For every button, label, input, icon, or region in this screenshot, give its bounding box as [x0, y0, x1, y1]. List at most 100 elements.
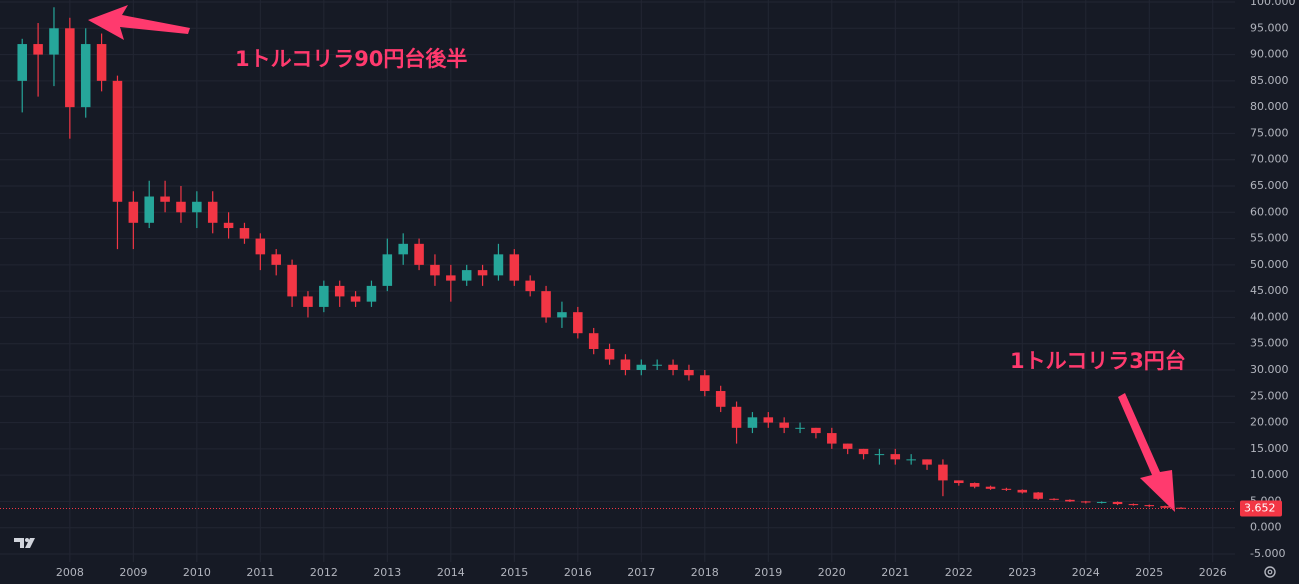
y-tick-label: 90.000	[1250, 48, 1289, 61]
candle-body	[858, 448, 869, 455]
candle-body	[65, 28, 75, 108]
candle-body	[350, 296, 361, 302]
candle-body	[1065, 499, 1075, 502]
candle-body	[239, 228, 250, 239]
candle-body	[461, 270, 472, 281]
candle-body	[827, 433, 837, 444]
y-tick-label: 55.000	[1250, 232, 1289, 245]
candle-body	[477, 270, 488, 276]
candle-body	[255, 238, 266, 255]
candle-body	[271, 254, 281, 265]
candle-body	[620, 359, 631, 370]
candle-body	[303, 296, 313, 307]
x-tick-label: 2022	[945, 566, 973, 579]
candle-body	[223, 222, 234, 229]
x-tick-label: 2014	[437, 566, 465, 579]
candle-body	[811, 427, 821, 434]
candle-body	[207, 201, 218, 223]
x-tick-label: 2013	[373, 566, 401, 579]
candle-body	[842, 443, 853, 449]
x-tick-label: 2020	[818, 566, 846, 579]
x-tick-label: 2019	[754, 566, 782, 579]
candle-body	[80, 44, 91, 108]
x-tick-label: 2017	[627, 566, 655, 579]
candle-body	[160, 196, 170, 202]
x-tick-label: 2010	[183, 566, 211, 579]
x-tick-label: 2011	[246, 566, 274, 579]
candle-body	[144, 196, 154, 223]
candle-body	[128, 201, 139, 223]
candle-body	[731, 406, 742, 428]
x-tick-label: 2016	[564, 566, 592, 579]
candle-body	[1081, 501, 1091, 503]
candle-body	[922, 459, 932, 465]
candle-body	[700, 375, 710, 392]
y-tick-label: 45.000	[1250, 284, 1289, 297]
x-tick-label: 2023	[1008, 566, 1036, 579]
candle-body	[747, 417, 758, 428]
candle-body	[525, 280, 535, 292]
x-tick-label: 2025	[1135, 566, 1163, 579]
candle-body	[1033, 492, 1043, 499]
candle-body	[573, 312, 583, 334]
candle-body	[779, 422, 789, 428]
y-tick-label: 30.000	[1250, 363, 1289, 376]
y-tick-label: 20.000	[1250, 416, 1289, 429]
candle-body	[763, 417, 774, 423]
arrow	[88, 5, 190, 40]
y-tick-label: 75.000	[1250, 126, 1289, 139]
x-tick-label: 2026	[1199, 566, 1227, 579]
candle-body	[398, 243, 408, 255]
x-tick-label: 2021	[881, 566, 909, 579]
y-tick-label: 15.000	[1250, 442, 1289, 455]
candle-body	[938, 464, 948, 481]
y-tick-label: 10.000	[1250, 468, 1289, 481]
candle-body	[557, 312, 567, 318]
y-tick-label: 0.000	[1250, 521, 1282, 534]
candle-body	[1176, 507, 1186, 509]
candle-body	[96, 44, 107, 81]
candle-body	[604, 348, 615, 360]
candle-body	[49, 28, 59, 55]
y-tick-label: 65.000	[1250, 179, 1289, 192]
candle-body	[1112, 501, 1123, 505]
candle-body	[954, 480, 964, 484]
candle-body	[446, 275, 456, 281]
y-tick-label: 100.000	[1250, 0, 1296, 8]
grid	[0, 0, 1235, 562]
y-tick-label: 70.000	[1250, 153, 1289, 166]
candle-body	[1017, 489, 1028, 493]
candle-body	[541, 291, 551, 318]
y-tick-label: 60.000	[1250, 205, 1289, 218]
candle-body	[176, 201, 186, 213]
last-price-label: 3.652	[1244, 502, 1276, 515]
x-tick-label: 2008	[56, 566, 84, 579]
logo	[14, 538, 35, 548]
candle-body	[33, 44, 43, 55]
y-tick-label: -5.000	[1250, 547, 1285, 560]
candle-body	[17, 44, 27, 81]
candle-body	[588, 333, 599, 349]
annotation: 1トルコリラ3円台	[1010, 349, 1186, 373]
candle-body	[1144, 505, 1155, 507]
candle-body	[652, 364, 662, 366]
candle-body	[334, 285, 345, 297]
candle-body	[430, 264, 440, 276]
candle-body	[319, 285, 329, 307]
candle-body	[969, 483, 980, 487]
candle-body	[985, 486, 996, 489]
candle-body	[636, 364, 647, 370]
settings-icon[interactable]	[1264, 566, 1276, 578]
candle-body	[1001, 488, 1012, 490]
candle-body	[1128, 504, 1139, 506]
candle-body	[366, 285, 377, 302]
candle-body	[493, 254, 504, 276]
last-price-tag	[1240, 500, 1282, 517]
candle-body	[1096, 501, 1107, 503]
candle-body	[795, 427, 805, 429]
candle-body	[715, 391, 726, 407]
candle-body	[382, 254, 393, 286]
